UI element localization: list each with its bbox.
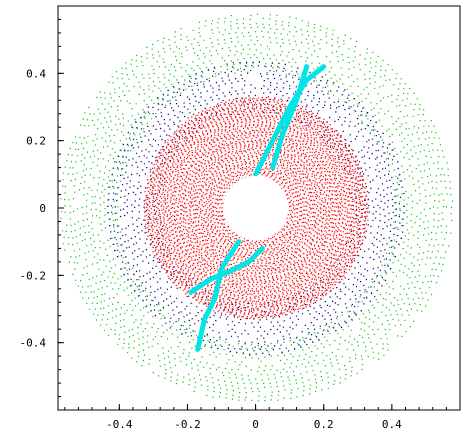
ring-1-12 [110, 65, 402, 352]
x-tick-label-4: 0.4 [382, 418, 402, 431]
ring-2-38 [153, 107, 358, 309]
ring-2-32 [164, 117, 348, 299]
ring-2-14 [196, 149, 315, 267]
ring-0-4 [99, 52, 414, 363]
ring-1-5 [138, 91, 375, 325]
ring-0-8 [81, 35, 431, 381]
ring-0-1 [111, 65, 401, 350]
x-tick-label-3: 0.2 [314, 418, 334, 431]
ring-2-20 [185, 139, 327, 278]
ring-0-13 [60, 13, 453, 402]
ring-2-42 [147, 100, 366, 317]
ring-0-9 [77, 30, 436, 385]
ring-2-16 [193, 145, 319, 270]
ring-2-26 [175, 128, 338, 288]
x-tick-label-2: 0 [252, 418, 259, 431]
ring-2-12 [200, 153, 312, 263]
ring-2-30 [168, 120, 344, 295]
central-hole [223, 176, 288, 240]
ring-0-5 [94, 48, 418, 368]
ring-1-7 [131, 84, 382, 332]
axes: -0.4 -0.2 0 0.2 0.4 0.4 0.2 0 -0.2 -0.4 [20, 5, 461, 431]
arm-0 [253, 64, 327, 177]
ring-1-11 [114, 69, 397, 348]
ring-2-10 [204, 156, 308, 260]
ring-0-7 [86, 39, 427, 377]
ring-1-8 [126, 80, 386, 337]
y-tick-label-0: 0.4 [26, 67, 46, 80]
x-tick-label-1: -0.2 [174, 418, 201, 431]
arm-3 [188, 245, 265, 295]
plot-marks [60, 13, 453, 402]
y-tick-label-1: 0.2 [26, 135, 46, 148]
series-2 [143, 97, 369, 320]
ring-2-8 [208, 160, 305, 256]
ring-0-0 [116, 70, 396, 347]
ring-2-29 [170, 124, 342, 293]
ring-0-12 [64, 17, 448, 398]
ring-2-2 [218, 170, 295, 245]
ring-2-23 [180, 133, 332, 283]
ring-1-6 [134, 87, 379, 328]
series-0 [60, 13, 453, 402]
ring-0-3 [103, 56, 409, 360]
ring-2-22 [183, 135, 330, 281]
ring-2-35 [159, 112, 353, 304]
series-3 [188, 64, 327, 352]
ring-2-1 [220, 172, 293, 244]
ring-2-21 [184, 136, 328, 280]
arm-2 [270, 64, 310, 171]
ring-2-31 [166, 119, 346, 297]
ring-0-6 [90, 43, 422, 373]
ring-2-24 [179, 131, 334, 284]
ring-2-44 [143, 97, 369, 320]
ring-0-10 [72, 26, 440, 390]
ring-2-43 [144, 98, 368, 318]
ring-2-9 [205, 157, 307, 258]
ring-2-41 [148, 102, 364, 315]
ring-1-13 [107, 61, 405, 356]
y-tick-label-2: 0 [39, 202, 46, 215]
arm-1 [195, 239, 242, 352]
ring-2-6 [211, 163, 302, 253]
y-tick-label-3: -0.2 [20, 269, 47, 282]
ring-2-11 [201, 154, 311, 262]
ring-2-40 [150, 103, 362, 313]
ring-1-9 [122, 75, 390, 340]
x-tick-label-0: -0.4 [106, 418, 133, 431]
ring-0-11 [68, 22, 445, 394]
ring-2-25 [177, 130, 336, 286]
y-tick-label-4: -0.4 [20, 337, 47, 350]
